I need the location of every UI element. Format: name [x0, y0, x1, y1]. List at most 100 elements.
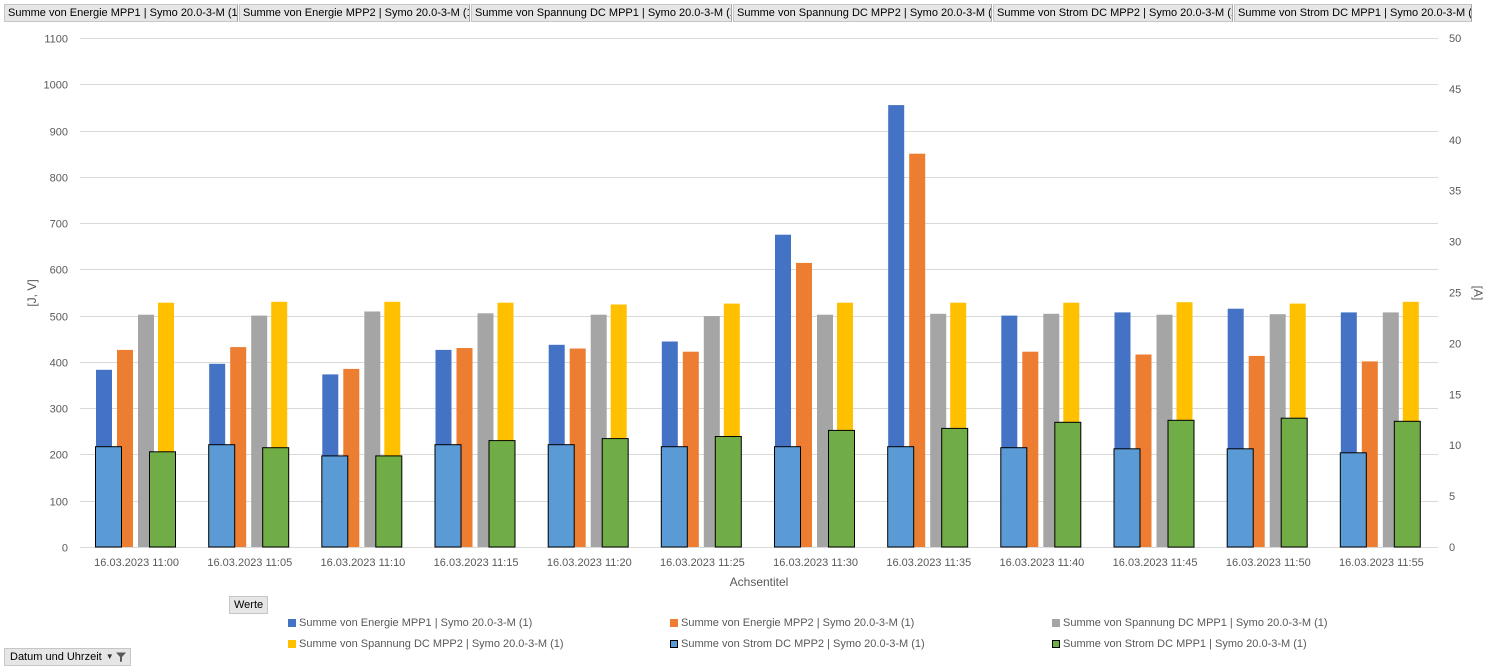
- y2-tick-label: 25: [1449, 288, 1461, 300]
- y-axis-secondary-ticks: 0 5 10 15 20 25 30 35 40 45 50: [1449, 33, 1461, 554]
- legend-label: Summe von Spannung DC MPP1 | Symo 20.0-3…: [1063, 617, 1328, 629]
- x-tick-label: 16.03.2023 11:05: [207, 557, 292, 569]
- legend-label: Summe von Strom DC MPP1 | Symo 20.0-3-M …: [1063, 638, 1307, 650]
- y-tick-label: 300: [50, 404, 68, 416]
- x-tick-label: 16.03.2023 11:10: [320, 557, 405, 569]
- legend-swatch: [670, 640, 678, 648]
- row-field-button-datum[interactable]: Datum und Uhrzeit ▼: [4, 648, 131, 666]
- x-tick-label: 16.03.2023 11:15: [434, 557, 519, 569]
- legend-swatch: [670, 619, 678, 627]
- legend-item: Summe von Energie MPP1 | Symo 20.0-3-M (…: [288, 614, 532, 632]
- bar: [149, 451, 176, 548]
- y-axis-primary-title: [J, V]: [25, 279, 39, 306]
- x-axis-category-labels: 16.03.2023 11:00 16.03.2023 11:05 16.03.20…: [94, 557, 1424, 569]
- bar: [434, 444, 462, 548]
- y2-tick-label: 20: [1449, 338, 1461, 350]
- y-tick-label: 800: [50, 173, 68, 185]
- bar: [262, 447, 290, 548]
- legend-swatch: [1052, 640, 1060, 648]
- legend-item: Summe von Spannung DC MPP1 | Symo 20.0-3…: [1052, 614, 1328, 632]
- legend-label: Summe von Spannung DC MPP2 | Symo 20.0-3…: [299, 638, 564, 650]
- x-tick-label: 16.03.2023 11:20: [547, 557, 632, 569]
- bar: [888, 105, 905, 547]
- field-button-4[interactable]: Summe von Spannung DC MPP2 | Symo 20.0-3…: [733, 4, 992, 22]
- y-tick-label: 900: [50, 127, 68, 139]
- field-button-5[interactable]: Summe von Strom DC MPP2 | Symo 20.0-3-M …: [993, 4, 1233, 22]
- legend-item: Summe von Strom DC MPP1 | Symo 20.0-3-M …: [1052, 635, 1307, 653]
- x-tick-label: 16.03.2023 11:40: [999, 557, 1084, 569]
- y-tick-label: 500: [50, 312, 68, 324]
- legend-swatch: [288, 640, 296, 648]
- y-tick-label: 400: [50, 358, 68, 370]
- legend-swatch: [288, 619, 296, 627]
- x-tick-label: 16.03.2023 11:45: [1113, 557, 1198, 569]
- bar: [1226, 448, 1254, 548]
- legend-label: Summe von Energie MPP2 | Symo 20.0-3-M (…: [681, 617, 915, 629]
- y-tick-label: 1100: [44, 34, 68, 46]
- x-tick-label: 16.03.2023 11:25: [660, 557, 745, 569]
- gridlines: [80, 38, 1438, 548]
- field-button-1[interactable]: Summe von Energie MPP1 | Symo 20.0-3-M (…: [4, 4, 238, 22]
- y-tick-label: 0: [62, 543, 68, 555]
- bar: [1280, 417, 1308, 548]
- y-axis-primary-ticks: 0 100 200 300 400 500 600 700 800 900 1000 1100: [44, 34, 68, 555]
- primary-axis-bars: [96, 105, 1419, 547]
- x-tick-label: 16.03.2023 11:00: [94, 557, 179, 569]
- x-axis-title: Achsentitel: [730, 575, 789, 589]
- bar: [601, 438, 629, 548]
- bar: [1339, 452, 1367, 548]
- x-tick-label: 16.03.2023 11:50: [1226, 557, 1311, 569]
- y2-tick-label: 35: [1449, 186, 1461, 198]
- dropdown-arrow-icon: ▼: [105, 652, 114, 661]
- legend-item: Summe von Strom DC MPP2 | Symo 20.0-3-M …: [670, 635, 925, 653]
- field-button-6[interactable]: Summe von Strom DC MPP1 | Symo 20.0-3-M …: [1234, 4, 1472, 22]
- combo-bar-chart: 0 100 200 300 400 500 600 700 800 900 1000 1100 0 5 1…: [25, 33, 1485, 589]
- y2-tick-label: 30: [1449, 237, 1461, 249]
- y2-tick-label: 50: [1449, 33, 1461, 45]
- bar: [1393, 420, 1421, 548]
- y2-tick-label: 15: [1449, 389, 1461, 401]
- y2-tick-label: 0: [1449, 542, 1455, 554]
- x-tick-label: 16.03.2023 11:55: [1339, 557, 1424, 569]
- y2-tick-label: 40: [1449, 135, 1461, 147]
- bar: [1054, 421, 1082, 548]
- bar: [887, 446, 915, 548]
- legend-label: Summe von Energie MPP1 | Symo 20.0-3-M (…: [299, 617, 533, 629]
- legend-item: Summe von Spannung DC MPP2 | Symo 20.0-3…: [288, 635, 564, 653]
- field-button-2[interactable]: Summe von Energie MPP2 | Symo 20.0-3-M (…: [239, 4, 470, 22]
- y-tick-label: 100: [50, 497, 68, 509]
- bar: [660, 446, 688, 548]
- legend-swatch: [1052, 619, 1060, 627]
- bar: [941, 427, 969, 548]
- bar: [828, 429, 855, 548]
- secondary-axis-bars: [95, 417, 1421, 548]
- legend-item: Summe von Energie MPP2 | Symo 20.0-3-M (…: [670, 614, 914, 632]
- bar: [774, 446, 801, 548]
- legend-label: Summe von Strom DC MPP2 | Symo 20.0-3-M …: [681, 638, 925, 650]
- x-tick-label: 16.03.2023 11:30: [773, 557, 858, 569]
- field-button-3[interactable]: Summe von Spannung DC MPP1 | Symo 20.0-3…: [471, 4, 732, 22]
- values-field-button[interactable]: Werte: [229, 596, 269, 614]
- bar: [375, 455, 403, 548]
- bar: [208, 444, 236, 548]
- y-axis-secondary-title: [A]: [1471, 286, 1485, 301]
- y2-tick-label: 10: [1449, 440, 1461, 452]
- bar: [95, 446, 122, 548]
- bar: [547, 444, 575, 548]
- y-tick-label: 1000: [44, 80, 68, 92]
- filter-icon: [115, 652, 126, 662]
- y-tick-label: 200: [50, 450, 68, 462]
- bar: [1167, 419, 1195, 548]
- bar: [1000, 447, 1028, 548]
- bar: [321, 455, 349, 548]
- bar: [714, 436, 742, 548]
- row-field-label: Datum und Uhrzeit: [10, 651, 102, 663]
- x-tick-label: 16.03.2023 11:35: [886, 557, 971, 569]
- y2-tick-label: 5: [1449, 491, 1455, 503]
- y-tick-label: 600: [50, 265, 68, 277]
- pivot-value-field-buttons: Summe von Energie MPP1 | Symo 20.0-3-M (…: [4, 4, 1473, 22]
- y2-tick-label: 45: [1449, 84, 1461, 96]
- bar: [488, 440, 516, 548]
- y-tick-label: 700: [50, 219, 68, 231]
- bar: [1113, 448, 1141, 548]
